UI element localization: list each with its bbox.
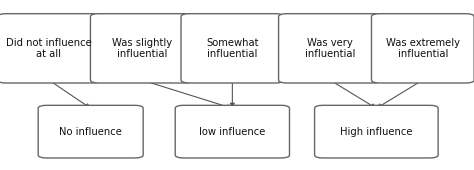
Text: No influence: No influence xyxy=(59,127,122,137)
FancyBboxPatch shape xyxy=(175,105,290,158)
Text: High influence: High influence xyxy=(340,127,412,137)
Text: Was very
influential: Was very influential xyxy=(305,38,355,59)
FancyBboxPatch shape xyxy=(181,14,283,83)
Text: Did not influence
at all: Did not influence at all xyxy=(6,38,92,59)
Text: low influence: low influence xyxy=(199,127,265,137)
FancyBboxPatch shape xyxy=(91,14,193,83)
FancyBboxPatch shape xyxy=(38,105,143,158)
FancyBboxPatch shape xyxy=(372,14,474,83)
FancyBboxPatch shape xyxy=(279,14,381,83)
Text: Somewhat
influential: Somewhat influential xyxy=(206,38,259,59)
Text: Was slightly
influential: Was slightly influential xyxy=(112,38,172,59)
FancyBboxPatch shape xyxy=(0,14,100,83)
Text: Was extremely
influential: Was extremely influential xyxy=(386,38,460,59)
FancyBboxPatch shape xyxy=(315,105,438,158)
